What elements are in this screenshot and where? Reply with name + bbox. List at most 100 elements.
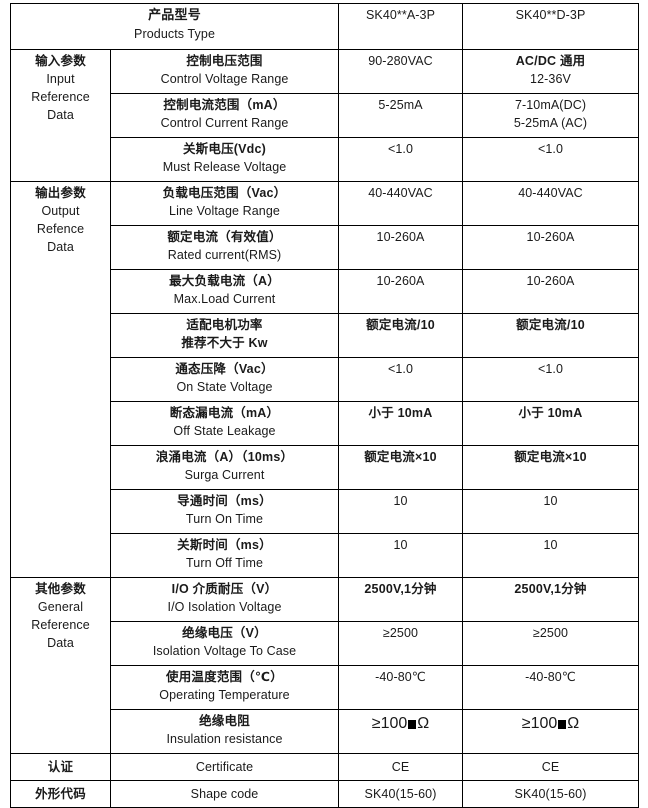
parameter-name-cell: 负载电压范围（Vac） Line Voltage Range (109, 181, 340, 226)
value-d-line-1: 小于 10mA (518, 406, 583, 420)
value-a-line-1: 额定电流/10 (366, 318, 435, 332)
value-a-line-1: 10 (393, 494, 408, 508)
parameter-name-zh: 使用温度范围（℃） (166, 670, 283, 684)
table-row: 最大负载电流（A） Max.Load Current 10-260A 10-260A (11, 269, 640, 314)
parameter-name-zh: 控制电压范围 (186, 54, 263, 68)
value-a-line-1: -40-80℃ (375, 670, 426, 684)
parameter-name-cell: 绝缘电压（V） Isolation Voltage To Case (109, 621, 340, 666)
value-cell-model-d: 7-10mA(DC) 5-25mA (AC) (462, 93, 640, 138)
value-d-line-1: <1.0 (537, 142, 564, 156)
parameter-name-zh: 绝缘电压（V） (182, 626, 267, 640)
parameter-name-zh: 控制电流范围（mA） (163, 98, 286, 112)
value-cell-model-d: ≥100 Ω (462, 709, 640, 754)
table-row: 使用温度范围（℃） Operating Temperature -40-80℃ -40… (11, 665, 640, 710)
footer-value-model-d: CE (462, 752, 640, 782)
value-cell-model-d: 额定电流×10 (462, 445, 640, 490)
parameter-name-zh: 关斯时间（ms） (177, 538, 272, 552)
value-a-line-1: ≥2500 (382, 626, 419, 640)
value-a-line-1: 40-440VAC (368, 186, 433, 200)
value-cell-model-d: <1.0 (462, 137, 640, 182)
parameter-name-cell: 控制电流范围（mA） Control Current Range (109, 93, 340, 138)
value-cell-model-a: -40-80℃ (338, 665, 464, 710)
value-cell-model-d: 额定电流/10 (462, 313, 640, 358)
parameter-name-zh: I/O 介质耐压（V） (171, 582, 278, 596)
missing-glyph-icon (408, 720, 417, 729)
value-a-line-1: 10-260A (376, 230, 425, 244)
value-a-line-1: <1.0 (387, 362, 414, 376)
footer-label-zh: 外形代码 (35, 787, 86, 802)
value-a-line-1: <1.0 (387, 142, 414, 156)
header-products-type-en: Products Type (134, 26, 215, 41)
group-label-output: 输出参数 Output Refence Data (10, 181, 111, 578)
parameter-name-en: Max.Load Current (173, 292, 276, 307)
header-model-d-text: SK40**D-3P (515, 8, 586, 22)
value-cell-model-a: 10-260A (338, 225, 464, 270)
parameter-name-zh: 适配电机功率 (186, 318, 263, 332)
parameter-name-zh: 绝缘电阻 (199, 714, 250, 728)
header-model-d: SK40**D-3P (462, 3, 640, 50)
table-row: 绝缘电压（V） Isolation Voltage To Case ≥2500 ≥25… (11, 621, 640, 666)
group-label-zh: 其他参数 (35, 582, 86, 596)
footer-parameter-en: Shape code (190, 787, 259, 802)
parameter-name-cell: 浪涌电流（A）（10ms） Surga Current (109, 445, 340, 490)
table-row: 断态漏电流（mA） Off State Leakage 小于 10mA 小于 10mA (11, 401, 640, 446)
group-label-en-2: Reference (31, 618, 90, 633)
value-d-line-1: -40-80℃ (525, 670, 576, 684)
value-a-line-1: 小于 10mA (368, 406, 433, 420)
group-label-en-3: Data (47, 108, 74, 123)
parameter-name-cell: 适配电机功率 推荐不大于 Kw (109, 313, 340, 358)
parameter-name-en: Off State Leakage (173, 424, 276, 439)
parameter-name-cell: 导通时间（ms） Turn On Time (109, 489, 340, 534)
parameter-name-en: Operating Temperature (159, 688, 290, 703)
value-a-line-1: 5-25mA (378, 98, 423, 112)
group-label-en-1: General (37, 600, 84, 615)
parameter-name-en: Turn On Time (185, 512, 264, 527)
value-cell-model-d: -40-80℃ (462, 665, 640, 710)
table-row: 导通时间（ms） Turn On Time 10 10 (11, 489, 640, 534)
parameter-name-en: I/O Isolation Voltage (167, 600, 282, 615)
group-label-en-3: Data (47, 636, 74, 651)
table-row: 其他参数 General Reference Data I/O 介质耐压（V） I/O I… (10, 577, 640, 754)
footer-label-cell: 外形代码 (10, 780, 111, 808)
product-specification-table: 产品型号 Products Type SK40**A-3P SK40**D-3P 输入参… (9, 3, 640, 808)
value-cell-model-d: 10 (462, 533, 640, 578)
value-d-line-1: 10 (543, 538, 558, 552)
table-row: 通态压降（Vac） On State Voltage <1.0 <1.0 (11, 357, 640, 402)
value-cell-model-a: 90-280VAC (338, 49, 464, 94)
value-d-line-1: 10-260A (526, 230, 575, 244)
footer-value-a-text: CE (391, 760, 410, 774)
parameter-name-zh: 负载电压范围（Vac） (162, 186, 287, 200)
value-cell-model-d: 2500V,1分钟 (462, 577, 640, 622)
group-label-zh: 输出参数 (35, 186, 86, 200)
value-cell-model-a: <1.0 (338, 137, 464, 182)
parameter-name-en: Isolation Voltage To Case (152, 644, 297, 659)
value-cell-model-a: 10 (338, 489, 464, 534)
header-model-a-text: SK40**A-3P (365, 8, 436, 22)
value-cell-model-a: 2500V,1分钟 (338, 577, 464, 622)
group-label-en-2: Refence (36, 222, 85, 237)
parameter-name-en: 推荐不大于 Kw (181, 336, 268, 351)
parameter-name-cell: I/O 介质耐压（V） I/O Isolation Voltage (109, 577, 340, 622)
value-cell-model-d: 10 (462, 489, 640, 534)
table-row: 额定电流（有效值） Rated current(RMS) 10-260A 10-260… (11, 225, 640, 270)
value-cell-model-a: 5-25mA (338, 93, 464, 138)
value-d-line-1: ≥2500 (532, 626, 569, 640)
value-cell-model-a: 小于 10mA (338, 401, 464, 446)
footer-value-d-text: SK40(15-60) (514, 787, 587, 802)
parameter-name-cell: 关斯电压(Vdc) Must Release Voltage (109, 137, 340, 182)
value-cell-model-a: <1.0 (338, 357, 464, 402)
value-cell-model-a: 10-260A (338, 269, 464, 314)
footer-label-cell: 认证 (10, 752, 111, 782)
value-cell-model-d: <1.0 (462, 357, 640, 402)
parameter-name-cell: 绝缘电阻 Insulation resistance (109, 709, 340, 754)
table-row: 认证 Certificate CE CE (10, 752, 640, 782)
value-a-line-1: 10-260A (376, 274, 425, 288)
table-row: 控制电流范围（mA） Control Current Range 5-25mA 7-1… (11, 93, 640, 138)
value-d-line-2: 12-36V (530, 72, 571, 87)
parameter-name-cell: 断态漏电流（mA） Off State Leakage (109, 401, 340, 446)
parameter-name-cell: 额定电流（有效值） Rated current(RMS) (109, 225, 340, 270)
table-row: 输入参数 Input Reference Data 控制电压范围 Control Volt… (10, 49, 640, 182)
missing-glyph-icon (558, 720, 567, 729)
parameter-name-cell: 关斯时间（ms） Turn Off Time (109, 533, 340, 578)
value-d-line-1: 2500V,1分钟 (514, 582, 587, 596)
